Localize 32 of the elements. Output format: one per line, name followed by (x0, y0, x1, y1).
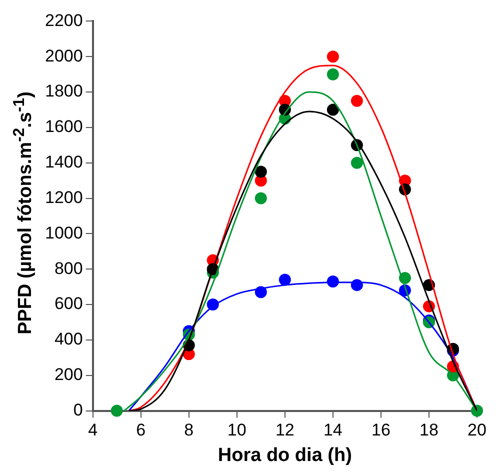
y-tick-label: 1600 (44, 117, 83, 136)
y-tick-label: 400 (54, 330, 83, 349)
point (471, 404, 483, 417)
y-tick-label: 2000 (44, 46, 83, 66)
y-tick-label: 800 (54, 258, 83, 278)
x-tick-label: 18 (420, 420, 438, 440)
point (326, 68, 339, 80)
point (326, 104, 339, 116)
x-tick-label: 4 (88, 420, 98, 440)
point (350, 94, 363, 107)
x-tick-label: 14 (323, 420, 342, 440)
point (110, 404, 123, 417)
point (278, 274, 291, 286)
y-tick-label: 1400 (44, 152, 83, 172)
point (254, 192, 267, 204)
y-tick-label: 0 (73, 400, 83, 420)
x-axis-title: Hora do dia (h) (218, 444, 352, 466)
x-tick-label: 12 (275, 420, 294, 440)
point (326, 50, 339, 63)
x-tick-label: 20 (468, 420, 486, 440)
x-tick-label: 16 (371, 420, 390, 440)
y-tick-label: 1000 (44, 223, 83, 242)
y-tick-label: 1800 (44, 82, 83, 101)
x-tick-label: 10 (227, 420, 246, 440)
y-tick-label: 2200 (44, 10, 83, 30)
point (350, 156, 363, 169)
point (254, 166, 267, 178)
x-tick-label: 8 (184, 420, 194, 440)
y-tick-label: 600 (54, 294, 83, 314)
x-tick-label: 6 (136, 420, 146, 440)
y-tick-label: 1200 (44, 188, 83, 207)
y-tick-label: 200 (54, 365, 83, 384)
